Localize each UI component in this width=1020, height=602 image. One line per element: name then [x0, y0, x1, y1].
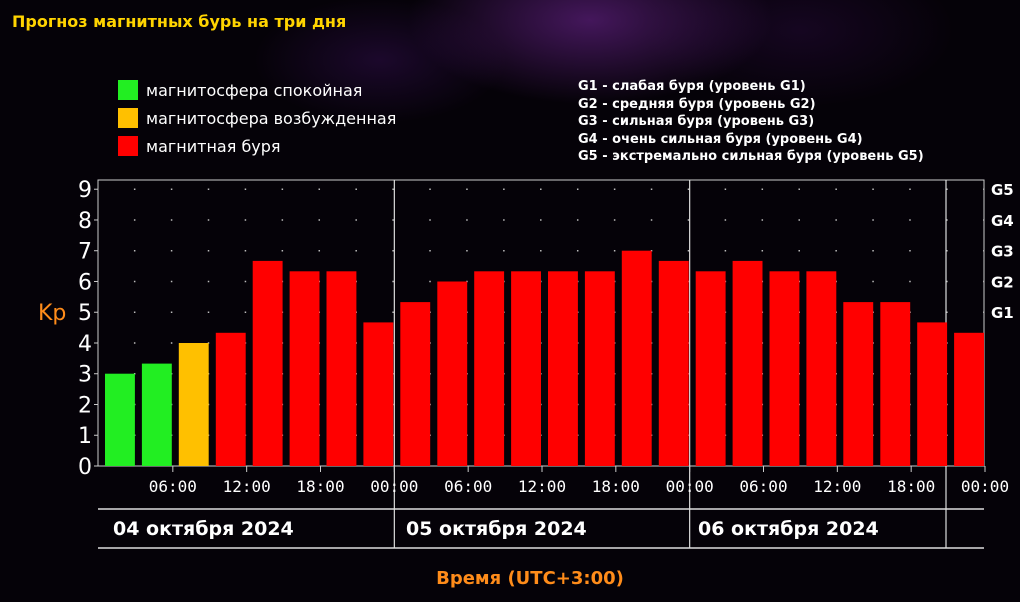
kp-bar	[326, 271, 357, 466]
y-tick-label: 8	[78, 209, 92, 234]
kp-bar	[511, 271, 541, 466]
legend-swatch-quiet	[118, 80, 138, 100]
legend-item-storm: магнитная буря	[118, 132, 396, 160]
legend-label-storm: магнитная буря	[146, 136, 281, 156]
x-tick-label: 00:00	[961, 477, 1009, 496]
g-level-tick-label: G4	[991, 212, 1014, 230]
y-tick-label: 5	[78, 301, 92, 326]
kp-bar	[658, 260, 689, 466]
x-tick-label: 06:00	[444, 477, 492, 496]
page-title: Прогноз магнитных бурь на три дня	[12, 12, 347, 31]
y-tick-label: 4	[78, 332, 92, 357]
kp-bar	[215, 332, 246, 466]
x-tick-label: 18:00	[592, 477, 640, 496]
y-tick-label: 0	[78, 455, 92, 480]
kp-bar	[474, 271, 505, 466]
kp-bar	[880, 302, 911, 466]
x-tick-label: 00:00	[666, 477, 714, 496]
legend-swatch-excited	[118, 108, 138, 128]
g-level-tick-label: G5	[991, 181, 1014, 199]
g-level-g4: G4 - очень сильная буря (уровень G4)	[578, 131, 863, 147]
kp-bar	[400, 302, 431, 466]
kp-bar	[252, 260, 283, 466]
kp-bar	[695, 271, 726, 466]
kp-bar	[917, 322, 948, 466]
day-label: 05 октября 2024	[406, 518, 587, 540]
x-tick-label: 12:00	[813, 477, 861, 496]
kp-bar	[437, 281, 468, 466]
x-tick-label: 06:00	[149, 477, 197, 496]
kp-bar	[732, 260, 763, 466]
kp-bar	[105, 373, 135, 466]
y-tick-label: 7	[78, 240, 92, 265]
g-level-descriptions: G1 - слабая буря (уровень G1) G2 - средн…	[578, 78, 924, 166]
kp-bar	[178, 343, 209, 466]
g-level-g5: G5 - экстремально сильная буря (уровень …	[578, 149, 924, 164]
kp-bar	[584, 271, 615, 466]
x-tick-label: 12:00	[223, 477, 271, 496]
y-tick-label: 3	[78, 363, 92, 388]
g-level-g3: G3 - сильная буря (уровень G3)	[578, 114, 815, 129]
legend-item-quiet: магнитосфера спокойная	[118, 76, 396, 104]
legend: магнитосфера спокойная магнитосфера возб…	[118, 76, 396, 160]
kp-bar	[954, 332, 984, 466]
g-level-tick-label: G2	[991, 273, 1014, 291]
x-tick-label: 18:00	[296, 477, 344, 496]
g-level-tick-label: G1	[991, 304, 1014, 322]
kp-bar	[289, 271, 320, 466]
kp-bar	[621, 250, 652, 466]
x-tick-label: 12:00	[518, 477, 566, 496]
g-level-g2: G2 - средняя буря (уровень G2)	[578, 96, 816, 112]
legend-label-excited: магнитосфера возбужденная	[146, 108, 397, 128]
g-level-tick-label: G3	[991, 243, 1014, 261]
legend-item-excited: магнитосфера возбужденная	[118, 104, 396, 132]
y-tick-label: 1	[78, 424, 92, 449]
y-tick-label: 9	[78, 178, 92, 203]
kp-bar	[141, 363, 172, 466]
kp-bar	[548, 271, 578, 466]
kp-bar	[806, 271, 837, 466]
x-axis-label: Время (UTC+3:00)	[436, 568, 624, 589]
legend-label-quiet: магнитосфера спокойная	[146, 80, 363, 100]
g-level-g1: G1 - слабая буря (уровень G1)	[578, 79, 806, 94]
x-tick-label: 00:00	[370, 477, 418, 496]
y-tick-label: 6	[78, 270, 92, 295]
legend-swatch-storm	[118, 136, 138, 156]
kp-bar	[363, 322, 394, 466]
x-tick-label: 06:00	[739, 477, 787, 496]
y-axis-label: Kp	[38, 301, 66, 326]
x-tick-label: 18:00	[887, 477, 935, 496]
day-label: 06 октября 2024	[698, 518, 879, 540]
y-tick-label: 2	[78, 393, 92, 418]
kp-bar	[769, 271, 800, 466]
kp-bar	[843, 302, 874, 466]
day-label: 04 октября 2024	[113, 518, 294, 540]
